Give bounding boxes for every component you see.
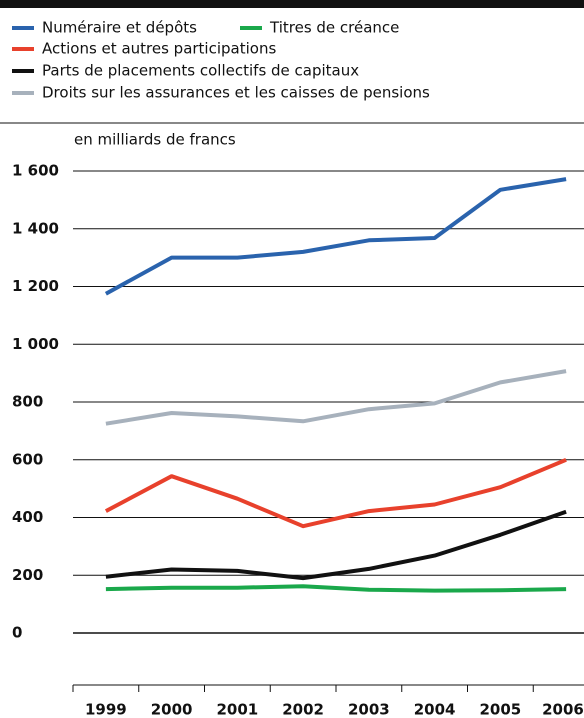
y-tick-label: 1 200: [12, 277, 59, 295]
y-tick-label: 400: [12, 508, 43, 526]
legend-label: Actions et autres participations: [42, 40, 276, 58]
unit-label: en milliards de francs: [74, 131, 236, 149]
x-tick-label: 2003: [348, 701, 390, 718]
series-line: [104, 177, 567, 296]
series-line: [105, 369, 567, 426]
series-line: [105, 584, 567, 593]
y-tick-label: 1 400: [12, 219, 59, 237]
y-tick-label: 200: [12, 566, 43, 584]
y-tick-label: 1 600: [12, 162, 59, 180]
y-tick-label: 600: [12, 450, 43, 468]
x-tick-label: 2004: [414, 701, 456, 718]
y-tick-label: 1 000: [12, 335, 59, 353]
series-line: [105, 509, 567, 581]
x-tick-label: 1999: [85, 701, 127, 718]
legend-label: Titres de créance: [269, 19, 399, 37]
x-tick-label: 2000: [151, 701, 193, 718]
legend-label: Parts de placements collectifs de capita…: [42, 62, 359, 80]
x-tick-label: 2002: [282, 701, 324, 718]
x-tick-label: 2005: [480, 701, 522, 718]
x-tick-label: 2006: [542, 701, 584, 718]
x-tick-label: 2001: [217, 701, 259, 718]
series-line: [104, 457, 567, 529]
legend-label: Droits sur les assurances et les caisses…: [42, 84, 430, 102]
y-tick-label: 0: [12, 624, 22, 642]
y-tick-label: 800: [12, 393, 43, 411]
top-bar: [0, 0, 584, 8]
legend-label: Numéraire et dépôts: [42, 19, 197, 37]
